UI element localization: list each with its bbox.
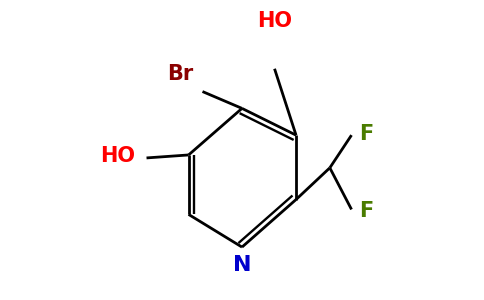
Text: HO: HO bbox=[100, 146, 135, 167]
Text: F: F bbox=[359, 124, 373, 144]
Text: F: F bbox=[359, 201, 373, 221]
Text: HO: HO bbox=[257, 11, 292, 31]
Text: N: N bbox=[233, 255, 251, 275]
Text: Br: Br bbox=[167, 64, 194, 84]
